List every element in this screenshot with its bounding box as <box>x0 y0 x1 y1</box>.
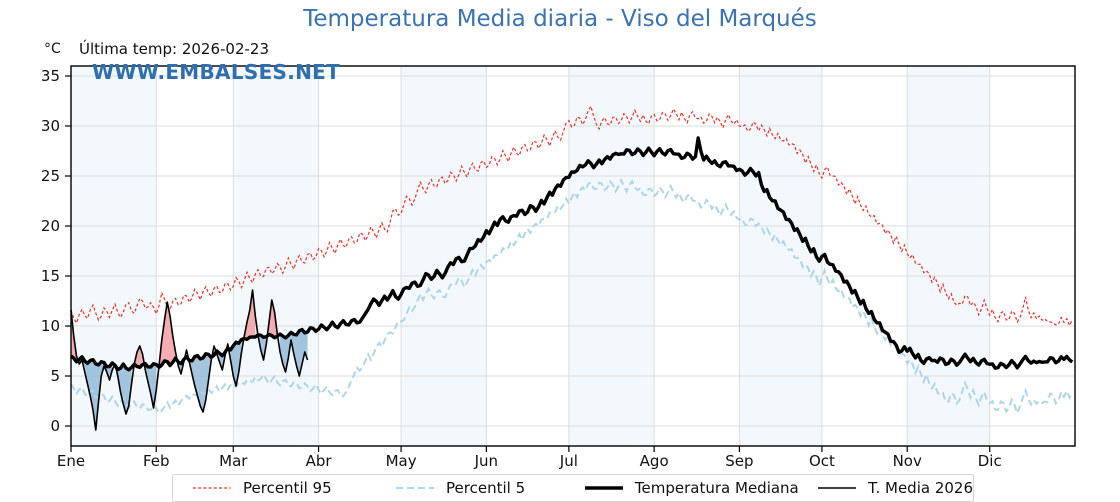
x-axis-tick-label: Ene <box>56 452 86 470</box>
legend-item[interactable]: T. Media 2026 <box>806 475 973 501</box>
series-percentil-95 <box>70 104 1073 327</box>
anomaly-below-fill <box>117 364 132 414</box>
last-temp-label: Última temp: 2026-02-23 <box>79 40 270 58</box>
page-title: Temperatura Media diaria - Viso del Marq… <box>303 6 817 32</box>
y-axis-tick-label: 25 <box>40 167 60 185</box>
month-band <box>568 66 655 446</box>
dashed-blue-line-icon <box>396 487 435 489</box>
legend-item[interactable]: Percentil 95 <box>173 475 384 501</box>
x-axis-tick-label: Nov <box>892 452 922 470</box>
y-axis-tick-label: 10 <box>40 317 60 335</box>
legend-item[interactable]: Temperatura Mediana <box>573 475 806 501</box>
x-axis-tick-label: Ago <box>639 452 669 470</box>
legend-label: Percentil 95 <box>243 479 332 497</box>
x-axis-tick-label: Mar <box>219 452 248 470</box>
y-axis-tick-label: 0 <box>50 417 60 435</box>
month-band <box>401 66 487 446</box>
legend: Percentil 95 Percentil 5 Temperatura Media… <box>172 474 974 502</box>
legend-label: T. Media 2026 <box>868 479 973 497</box>
y-axis-tick-label: 20 <box>40 217 60 235</box>
y-axis-unit-label: °C <box>44 41 61 57</box>
month-band <box>71 66 157 446</box>
month-band <box>233 66 319 446</box>
y-axis-tick-label: 35 <box>40 67 60 85</box>
x-axis-tick-label: Jul <box>559 452 578 470</box>
anomaly-below-fill <box>145 363 157 408</box>
series-temperatura-mediana <box>69 136 1074 372</box>
month-band <box>739 66 822 446</box>
anomaly-below-fill <box>79 356 113 430</box>
month-band <box>907 66 990 446</box>
solid-thick-black-line-icon <box>584 486 623 490</box>
dotted-red-line-icon <box>193 487 231 489</box>
x-axis-tick-label: Oct <box>808 452 835 470</box>
anomaly-above-fill <box>244 290 256 340</box>
y-axis-tick-label: 30 <box>40 117 60 135</box>
x-axis-tick-label: Jun <box>474 452 499 470</box>
y-axis-tick-label: 15 <box>40 267 60 285</box>
x-axis-tick-label: Abr <box>305 452 332 470</box>
anomaly-above-fill <box>134 346 143 368</box>
legend-label: Percentil 5 <box>446 479 526 497</box>
x-axis-tick-label: May <box>385 452 417 470</box>
watermark: WWW.EMBALSES.NET <box>92 60 341 84</box>
anomaly-above-fill <box>159 302 176 368</box>
plot-frame <box>70 65 1076 447</box>
x-axis-tick-label: Feb <box>142 452 170 470</box>
y-axis-tick-label: 5 <box>50 367 60 385</box>
legend-label: Temperatura Mediana <box>634 479 799 497</box>
x-axis-tick-label: Sep <box>725 452 754 470</box>
series-t-media-2026 <box>70 289 309 431</box>
x-axis-tick-label: Dic <box>977 452 1002 470</box>
series-percentil-5 <box>70 177 1074 417</box>
solid-thin-black-line-icon <box>818 487 857 489</box>
legend-item[interactable]: Percentil 5 <box>384 475 573 501</box>
